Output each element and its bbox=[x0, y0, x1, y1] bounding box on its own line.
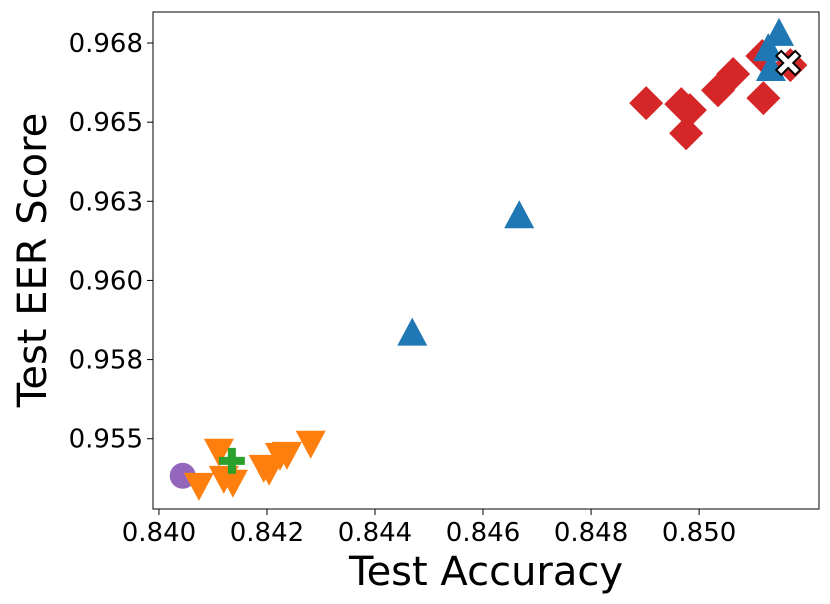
point bbox=[217, 469, 248, 498]
x-tick-label: 0.850 bbox=[662, 518, 736, 548]
point bbox=[672, 93, 707, 128]
point bbox=[669, 116, 704, 151]
y-tick-label: 0.963 bbox=[69, 187, 143, 217]
y-tick-label: 0.960 bbox=[69, 266, 143, 296]
point bbox=[774, 49, 802, 77]
point bbox=[504, 200, 535, 229]
plot-frame bbox=[152, 11, 820, 510]
point bbox=[746, 81, 781, 116]
point bbox=[764, 17, 795, 46]
x-tick-label: 0.846 bbox=[446, 518, 520, 548]
point bbox=[203, 438, 234, 467]
y-tick-label: 0.968 bbox=[69, 29, 143, 59]
y-tick-label: 0.955 bbox=[69, 425, 143, 455]
x-tick-label: 0.848 bbox=[554, 518, 628, 548]
x-tick-label: 0.842 bbox=[230, 518, 304, 548]
point bbox=[629, 86, 664, 121]
y-tick-label: 0.958 bbox=[69, 346, 143, 376]
point bbox=[753, 33, 784, 62]
point bbox=[397, 317, 428, 346]
point bbox=[295, 430, 326, 459]
point bbox=[755, 53, 786, 82]
y-tick-label: 0.965 bbox=[69, 108, 143, 138]
point bbox=[254, 457, 285, 486]
x-tick-label: 0.840 bbox=[122, 518, 196, 548]
y-axis-label: Test EER Score bbox=[10, 113, 56, 409]
x-tick-label: 0.844 bbox=[338, 518, 412, 548]
point bbox=[183, 472, 214, 501]
point bbox=[218, 447, 245, 474]
point bbox=[716, 57, 751, 92]
point bbox=[271, 441, 302, 470]
x-axis-label: Test Accuracy bbox=[348, 549, 623, 595]
